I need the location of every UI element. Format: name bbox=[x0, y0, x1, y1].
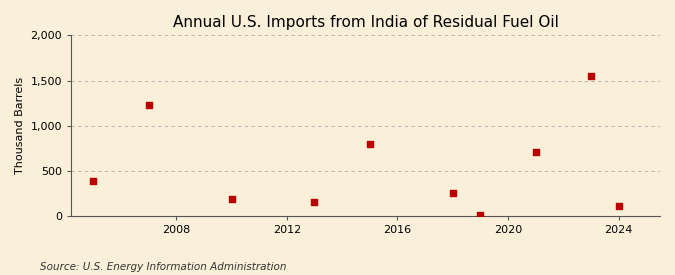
Y-axis label: Thousand Barrels: Thousand Barrels bbox=[15, 77, 25, 174]
Point bbox=[613, 204, 624, 208]
Point bbox=[530, 150, 541, 154]
Text: Source: U.S. Energy Information Administration: Source: U.S. Energy Information Administ… bbox=[40, 262, 287, 272]
Point bbox=[88, 179, 99, 183]
Point bbox=[226, 197, 237, 201]
Point bbox=[448, 191, 458, 195]
Point bbox=[585, 74, 596, 78]
Point bbox=[475, 212, 486, 217]
Title: Annual U.S. Imports from India of Residual Fuel Oil: Annual U.S. Imports from India of Residu… bbox=[173, 15, 558, 30]
Point bbox=[143, 103, 154, 108]
Point bbox=[364, 142, 375, 146]
Point bbox=[309, 200, 320, 204]
